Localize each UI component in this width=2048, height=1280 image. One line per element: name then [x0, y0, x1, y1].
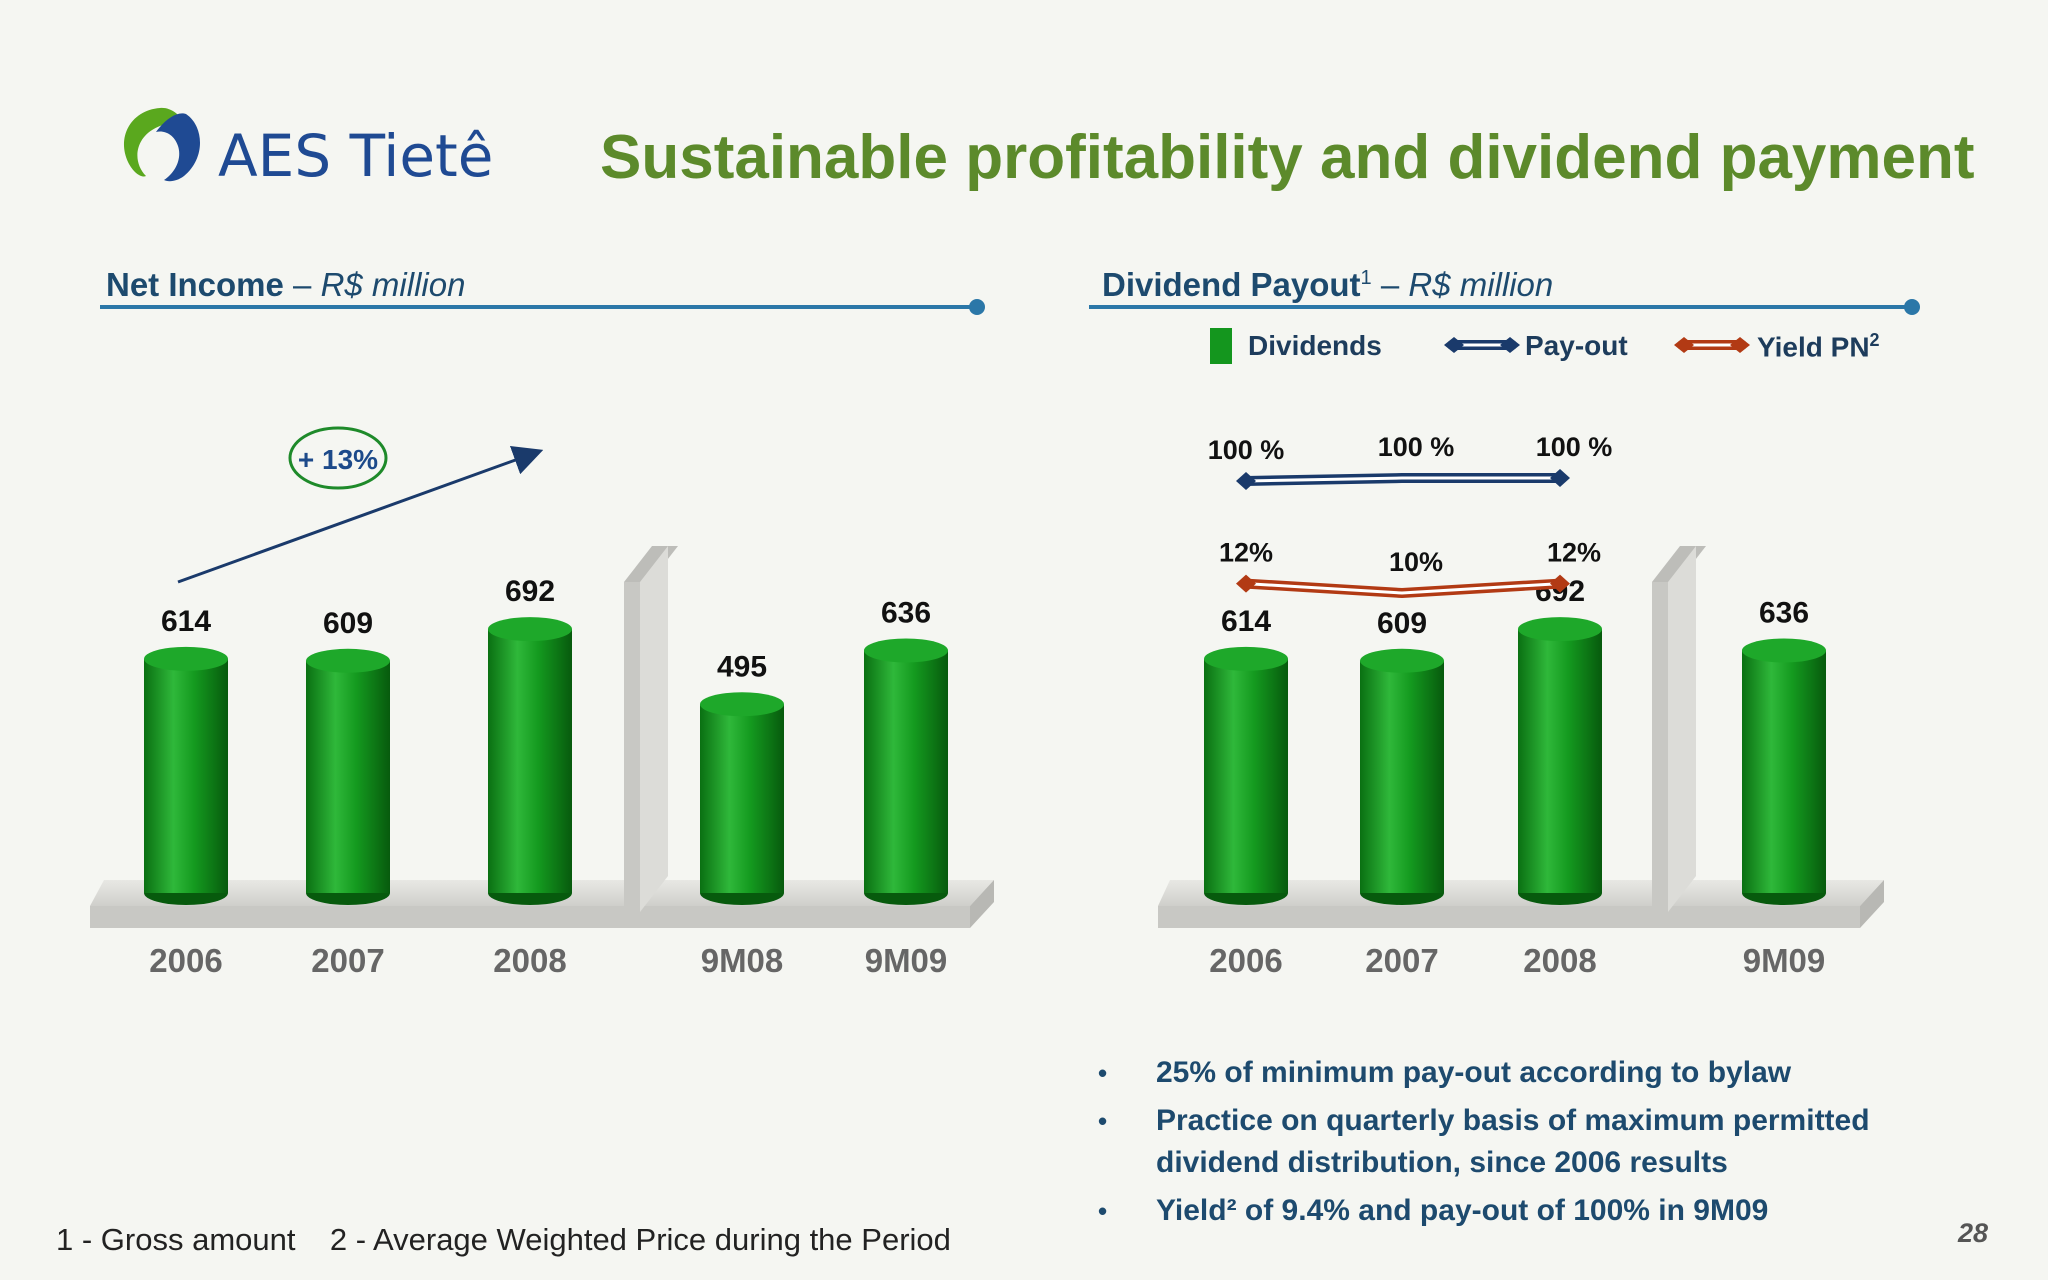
- net-income-rule: [100, 305, 976, 309]
- x-tick-label: 9M09: [865, 942, 948, 979]
- payout-line: 100 % 100 % 100 %: [1208, 432, 1613, 490]
- net-income-bar: [864, 638, 948, 905]
- x-tick-label: 9M09: [1743, 942, 1826, 979]
- key-point: 25% of minimum pay-out according to byla…: [1090, 1052, 1990, 1094]
- bar-value-label: 614: [1221, 605, 1271, 638]
- net-income-bar: [488, 617, 572, 905]
- net-income-title-main: Net Income: [106, 266, 284, 303]
- x-tick-label: 2007: [311, 942, 384, 979]
- key-points-list: 25% of minimum pay-out according to byla…: [1090, 1052, 1990, 1238]
- yield-line: 12% 10% 12%: [1219, 538, 1601, 598]
- legend-yield-label: Yield PN2: [1757, 330, 1880, 363]
- line-point-marker: [1550, 469, 1570, 487]
- line-value-label: 100 %: [1378, 432, 1455, 462]
- dividend-bar: [1518, 617, 1602, 905]
- dividend-payout-rule-dot: [1904, 299, 1920, 315]
- x-tick-label: 2008: [493, 942, 566, 979]
- dividend-bar: [1204, 646, 1288, 905]
- net-income-rule-dot: [969, 299, 985, 315]
- bar-value-label: 636: [1759, 596, 1809, 629]
- net-income-title-unit: R$ million: [320, 266, 466, 303]
- company-logo: [112, 96, 512, 196]
- logo-swirl-icon: [123, 107, 200, 182]
- growth-arrow: [177, 446, 544, 584]
- legend-yield-label-text: Yield PN: [1757, 331, 1870, 363]
- x-tick-label: 2006: [149, 942, 222, 979]
- bar-value-label: 609: [323, 607, 373, 640]
- line-value-label: 12%: [1219, 538, 1273, 568]
- dividend-payout-title-main: Dividend Payout: [1102, 266, 1361, 303]
- x-tick-label: 2008: [1523, 942, 1596, 979]
- bar-value-label: 692: [505, 575, 555, 608]
- growth-annotation-ellipse: [288, 426, 388, 490]
- legend-yield-label-sup: 2: [1869, 330, 1880, 350]
- key-point: Practice on quarterly basis of maximum p…: [1090, 1100, 1990, 1184]
- line-value-label: 10%: [1389, 547, 1443, 577]
- legend-payout-label: Pay-out: [1525, 330, 1628, 361]
- bar-value-label: 609: [1377, 607, 1427, 640]
- dividend-payout-title-sup: 1: [1360, 267, 1372, 289]
- line-point-marker: [1236, 574, 1256, 593]
- dividend-bar: [1742, 638, 1826, 905]
- footnotes: 1 - Gross amount 2 - Average Weighted Pr…: [56, 1222, 951, 1257]
- x-tick-label: 2007: [1365, 942, 1438, 979]
- net-income-title: Net Income – R$ million: [106, 266, 466, 303]
- key-point: Yield² of 9.4% and pay-out of 100% in 9M…: [1090, 1190, 1990, 1232]
- dividend-bar: [1360, 648, 1444, 905]
- line-point-marker: [1550, 574, 1570, 593]
- page-number: 28: [1958, 1218, 1989, 1248]
- line-value-label: 100 %: [1536, 432, 1613, 462]
- dividend-payout-divider: [1652, 546, 1706, 912]
- bar-value-label: 636: [881, 596, 931, 629]
- x-tick-label: 9M08: [701, 942, 784, 979]
- dividend-payout-rule: [1089, 305, 1913, 309]
- brand-name: AES Tietê: [218, 122, 494, 190]
- growth-annotation: + 13%: [298, 444, 378, 475]
- line-point-marker: [1236, 472, 1256, 490]
- bar-value-label: 614: [161, 605, 211, 638]
- dividend-payout-title-unit: R$ million: [1408, 266, 1554, 303]
- net-income-bar: [306, 648, 390, 905]
- net-income-bar: [700, 692, 784, 905]
- x-tick-label: 2006: [1209, 942, 1282, 979]
- line-value-label: 12%: [1547, 538, 1601, 568]
- net-income-divider: [624, 546, 678, 912]
- line-value-label: 100 %: [1208, 435, 1285, 465]
- legend-dividends-label: Dividends: [1248, 330, 1382, 361]
- net-income-bar: [144, 646, 228, 905]
- bar-value-label: 495: [717, 650, 767, 683]
- dividend-payout-title: Dividend Payout1 – R$ million: [1102, 266, 1554, 303]
- page-title: Sustainable profitability and dividend p…: [600, 123, 1975, 192]
